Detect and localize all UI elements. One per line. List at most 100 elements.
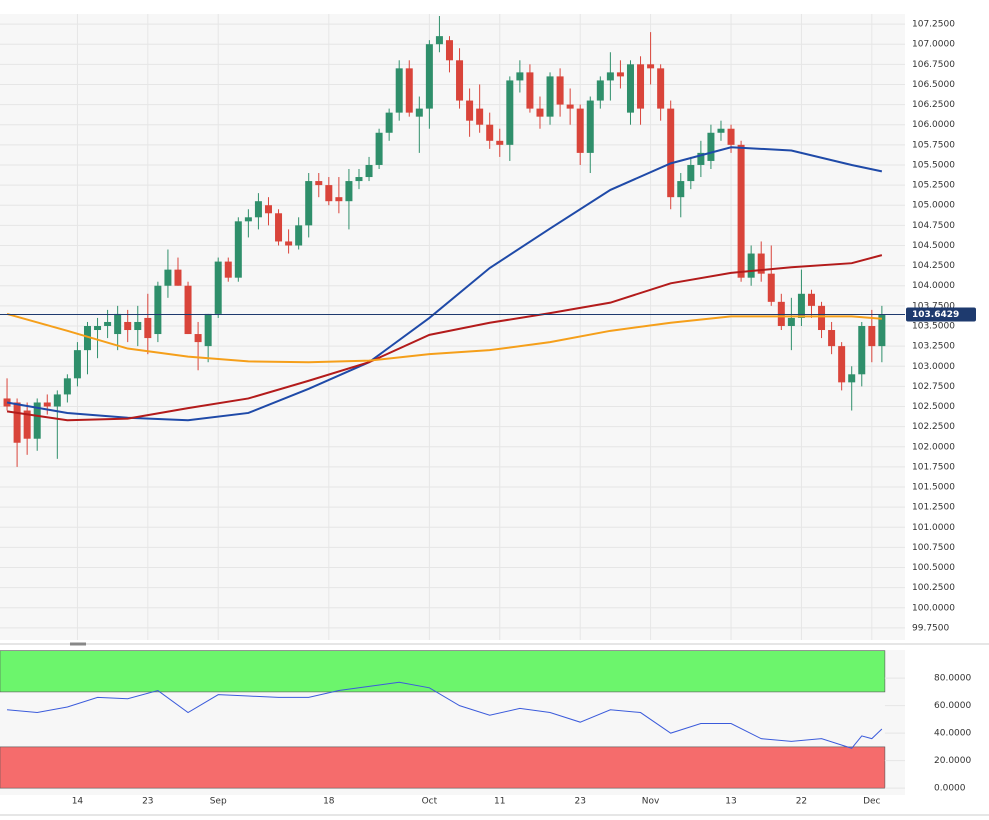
y-tick-label: 99.7500 bbox=[912, 623, 949, 633]
y-tick-label: 104.2500 bbox=[912, 261, 955, 271]
candle-body bbox=[435, 36, 443, 45]
candle-body bbox=[637, 64, 645, 109]
candle-body bbox=[727, 128, 735, 145]
candle-body bbox=[606, 72, 614, 81]
candle-body bbox=[858, 325, 866, 375]
rsi-band bbox=[0, 650, 886, 693]
y-tick-label: 101.7500 bbox=[912, 462, 955, 472]
candle-body bbox=[787, 317, 795, 326]
y-tick-label: 101.0000 bbox=[912, 523, 955, 533]
x-tick-label: Nov bbox=[642, 797, 660, 807]
candle-body bbox=[275, 213, 283, 242]
candle-body bbox=[868, 325, 876, 347]
y-tick-label: 100.0000 bbox=[912, 603, 955, 613]
candle-body bbox=[154, 285, 162, 335]
y-tick-label: 102.5000 bbox=[912, 402, 955, 412]
candle-body bbox=[184, 285, 192, 335]
candle-body bbox=[33, 402, 41, 439]
candle-body bbox=[194, 334, 202, 343]
candle-body bbox=[526, 72, 534, 109]
x-tick-label: 14 bbox=[72, 797, 84, 807]
candle-body bbox=[707, 132, 715, 161]
candle-body bbox=[757, 253, 765, 274]
candle-body bbox=[305, 181, 313, 226]
y-tick-label: 102.0000 bbox=[912, 442, 955, 452]
last-price-box bbox=[906, 307, 976, 322]
candle-body bbox=[375, 132, 383, 165]
y-tick-label: 103.0000 bbox=[912, 362, 955, 372]
candle-body bbox=[405, 68, 413, 113]
candle-body bbox=[254, 201, 262, 218]
x-tick-label: Oct bbox=[422, 797, 438, 807]
y-tick-label: 105.7500 bbox=[912, 140, 955, 150]
y-tick-label: 104.5000 bbox=[912, 241, 955, 251]
candle-body bbox=[616, 72, 624, 77]
y-tick-label: 102.7500 bbox=[912, 382, 955, 392]
candle-body bbox=[466, 100, 474, 121]
candle-body bbox=[647, 64, 655, 69]
y-tick-label: 40.0000 bbox=[934, 729, 971, 739]
candle-body bbox=[486, 124, 494, 141]
candle-body bbox=[596, 80, 604, 101]
x-tick-label: 22 bbox=[796, 797, 807, 807]
candle-body bbox=[43, 402, 51, 407]
y-tick-label: 104.0000 bbox=[912, 281, 955, 291]
candle-body bbox=[94, 325, 102, 331]
rsi-line bbox=[6, 681, 883, 749]
candle-body bbox=[777, 301, 785, 326]
candle-body bbox=[476, 108, 484, 125]
y-tick-label: 103.5000 bbox=[912, 321, 955, 331]
candle-body bbox=[73, 350, 81, 379]
moving-average bbox=[6, 312, 882, 364]
x-tick-label: 23 bbox=[574, 797, 585, 807]
candle-body bbox=[395, 68, 403, 113]
candle-body bbox=[747, 253, 755, 278]
x-tick-label: 13 bbox=[725, 797, 736, 807]
x-tick-label: 18 bbox=[323, 797, 335, 807]
x-tick-label: 11 bbox=[494, 797, 505, 807]
candle-body bbox=[315, 181, 323, 186]
candle-body bbox=[345, 181, 353, 202]
candle-body bbox=[687, 164, 695, 182]
candle-body bbox=[586, 100, 594, 153]
moving-average bbox=[6, 254, 883, 422]
candle-body bbox=[295, 225, 303, 246]
candle-body bbox=[445, 40, 453, 61]
candle-body bbox=[576, 108, 584, 153]
candle-body bbox=[566, 104, 574, 109]
y-tick-label: 100.7500 bbox=[912, 543, 955, 553]
candle-body bbox=[83, 325, 91, 351]
candle-body bbox=[365, 164, 373, 178]
y-tick-label: 106.2500 bbox=[912, 100, 955, 110]
candle-body bbox=[204, 313, 212, 347]
candle-body bbox=[697, 152, 705, 165]
y-tick-label: 105.2500 bbox=[912, 181, 955, 191]
y-tick-label: 106.5000 bbox=[912, 80, 955, 90]
y-tick-label: 102.2500 bbox=[912, 422, 955, 432]
candle-body bbox=[496, 140, 504, 145]
candle-body bbox=[244, 217, 252, 222]
y-tick-label: 106.7500 bbox=[912, 60, 955, 70]
candle-body bbox=[536, 108, 544, 117]
candle-body bbox=[626, 64, 634, 113]
y-tick-label: 105.0000 bbox=[912, 201, 955, 211]
candle-body bbox=[355, 177, 363, 182]
candle-body bbox=[63, 378, 71, 395]
candle-body bbox=[456, 60, 464, 101]
y-tick-label: 20.0000 bbox=[934, 756, 971, 766]
candle-body bbox=[797, 293, 805, 318]
y-tick-label: 100.5000 bbox=[912, 563, 955, 573]
candle-body bbox=[144, 317, 152, 339]
x-tick-label: Sep bbox=[210, 797, 227, 807]
y-tick-label: 0.0000 bbox=[934, 784, 966, 794]
candle-body bbox=[335, 197, 343, 202]
candle-body bbox=[838, 346, 846, 383]
candle-body bbox=[818, 305, 826, 331]
moving-average bbox=[6, 146, 883, 422]
y-tick-label: 104.7500 bbox=[912, 221, 955, 231]
x-tick-label: Dec bbox=[863, 797, 880, 807]
candle-body bbox=[385, 112, 393, 133]
candle-body bbox=[878, 314, 886, 347]
candle-body bbox=[23, 410, 31, 439]
